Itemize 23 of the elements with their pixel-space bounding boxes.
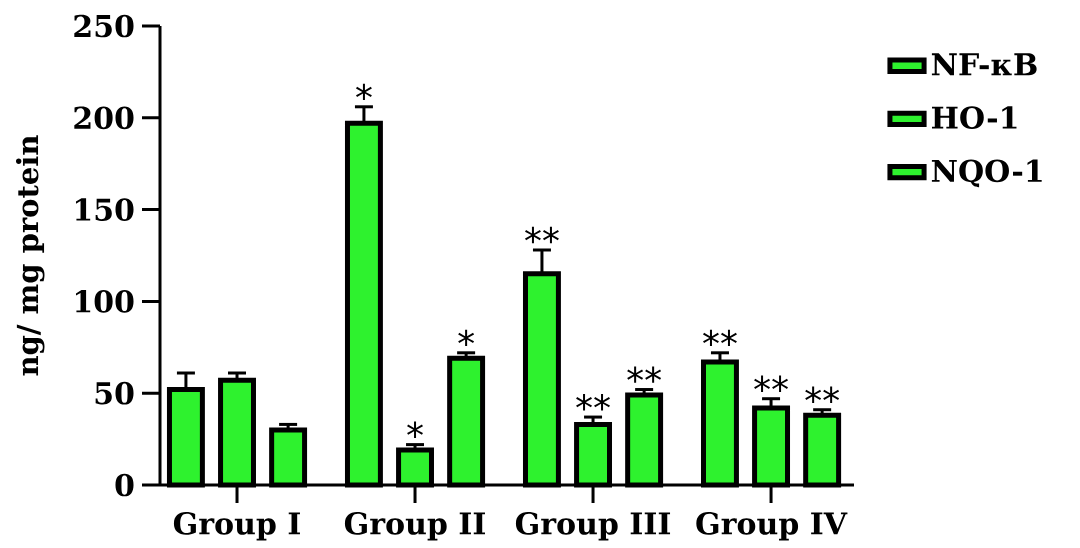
x-tick-label: Group I: [173, 512, 300, 541]
y-tick-label: 250: [74, 14, 134, 38]
y-tick-label: 50: [95, 381, 134, 405]
x-tick-label: Group III: [515, 512, 671, 541]
data-label: **: [525, 226, 559, 244]
y-tick-label: 200: [74, 106, 134, 130]
data-label: **: [627, 366, 662, 383]
y-tick-label: 0: [115, 473, 134, 497]
data-label: **: [703, 329, 737, 347]
data-label: **: [805, 386, 840, 404]
legend-label: NF-κB: [931, 53, 1037, 76]
legend-label: HO-1: [932, 106, 1017, 129]
data-label: **: [576, 393, 610, 411]
y-axis-title: ng/ mg protein: [15, 135, 45, 376]
data-label: *: [407, 421, 423, 438]
data-label: **: [754, 375, 788, 393]
legend-label: NQO-1: [931, 159, 1042, 188]
data-label: *: [356, 83, 372, 101]
y-tick-label: 150: [75, 198, 134, 221]
data-label: *: [458, 329, 475, 347]
x-tick-label: Group II: [344, 512, 485, 541]
y-tick-label: 100: [75, 290, 134, 313]
x-tick-label: Group IV: [696, 512, 848, 541]
